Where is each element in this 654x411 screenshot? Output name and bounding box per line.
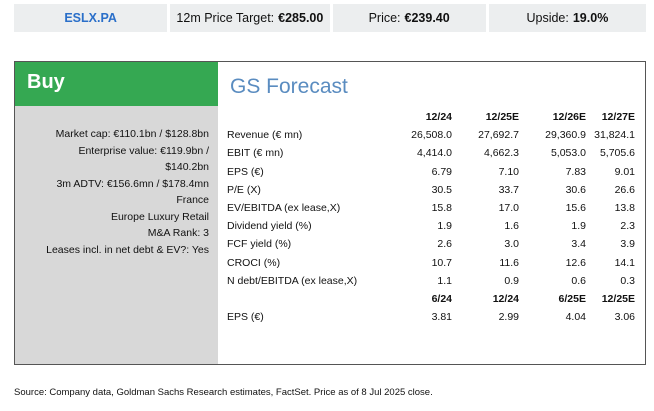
row-label: Revenue (€ mn) xyxy=(227,129,303,142)
cell-value: 29,360.9 xyxy=(545,129,586,142)
info-ma-rank: M&A Rank: 3 xyxy=(147,227,209,239)
cell-value: 1.6 xyxy=(504,220,519,233)
price-target-value: €285.00 xyxy=(278,11,324,25)
row-label: N debt/EBITDA (ex lease,X) xyxy=(227,274,358,287)
row-label: EPS (€) xyxy=(227,165,264,178)
cell-value: 1.1 xyxy=(437,274,452,287)
cell-value: 0.3 xyxy=(620,274,635,287)
forecast-title: GS Forecast xyxy=(230,75,348,98)
cell-value: 10.7 xyxy=(431,256,452,269)
cell-value: 30.6 xyxy=(565,183,586,196)
cell-value: 33.7 xyxy=(498,183,519,196)
table-row-pe: P/E (X) 30.5 33.7 30.6 26.6 xyxy=(227,181,635,199)
table-row-fcf-yield: FCF yield (%) 2.6 3.0 3.4 3.9 xyxy=(227,235,635,253)
ticker-cell: ESLX.PA xyxy=(14,4,168,32)
info-enterprise-value: Enterprise value: €119.9bn / xyxy=(78,144,209,157)
cell-value: 4,662.3 xyxy=(483,147,519,160)
cell-value: 13.8 xyxy=(614,201,635,214)
table-row-eps: EPS (€) 6.79 7.10 7.83 9.01 xyxy=(227,163,635,181)
cell-value: 2.3 xyxy=(620,220,635,233)
price-cell: Price: €239.40 xyxy=(332,4,486,32)
info-adtv: 3m ADTV: €156.6mn / $178.4mn xyxy=(56,177,209,190)
table-row-croci: CROCI (%) 10.7 11.6 12.6 14.1 xyxy=(227,254,635,272)
info-leases: Leases incl. in net debt & EV?: Yes xyxy=(46,243,209,256)
row-label: EBIT (€ mn) xyxy=(227,147,284,160)
cell-value: 15.8 xyxy=(431,201,452,214)
cell-value: 3.9 xyxy=(620,238,635,251)
cell-value: 30.5 xyxy=(431,183,452,196)
source-note: Source: Company data, Goldman Sachs Rese… xyxy=(14,387,433,398)
column-header: 12/25E xyxy=(485,111,519,123)
cell-value: 2.99 xyxy=(498,311,519,324)
cell-value: 26.6 xyxy=(614,183,635,196)
upside-label: Upside: xyxy=(526,11,569,25)
cell-value: 3.4 xyxy=(571,238,586,251)
table-row-semiannual-eps: EPS (€) 3.81 2.99 4.04 3.06 xyxy=(227,308,635,326)
upside-cell: Upside: 19.0% xyxy=(488,4,647,32)
row-label: FCF yield (%) xyxy=(227,238,292,251)
column-header: 6/25E xyxy=(558,292,586,305)
info-enterprise-value-usd: $140.2bn xyxy=(165,161,209,173)
semiannual-header-row: 6/24 12/24 6/25E 12/25E xyxy=(227,290,635,308)
column-header: 12/24 xyxy=(492,292,519,305)
cell-value: 4,414.0 xyxy=(416,147,452,160)
price-target-cell: 12m Price Target: €285.00 xyxy=(170,4,330,32)
cell-value: 4.04 xyxy=(565,311,586,324)
table-row-net-debt-ebitda: N debt/EBITDA (ex lease,X) 1.1 0.9 0.6 0… xyxy=(227,272,635,290)
company-info-list: Market cap: €110.1bn / $128.8bn Enterpri… xyxy=(19,126,209,258)
cell-value: 12.6 xyxy=(565,256,586,269)
cell-value: 2.6 xyxy=(437,238,452,251)
cell-value: 31,824.1 xyxy=(594,129,635,142)
cell-value: 5,053.0 xyxy=(550,147,586,160)
row-label: EPS (€) xyxy=(227,311,264,324)
cell-value: 6.79 xyxy=(431,165,452,178)
info-sector: Europe Luxury Retail xyxy=(110,210,209,223)
table-row-dividend-yield: Dividend yield (%) 1.9 1.6 1.9 2.3 xyxy=(227,217,635,235)
cell-value: 3.06 xyxy=(614,311,635,324)
cell-value: 14.1 xyxy=(614,256,635,269)
cell-value: 1.9 xyxy=(571,220,586,233)
column-header: 12/26E xyxy=(552,111,586,123)
row-label: EV/EBITDA (ex lease,X) xyxy=(227,201,341,214)
cell-value: 15.6 xyxy=(565,201,586,214)
row-label: P/E (X) xyxy=(227,183,261,196)
price-target-label: 12m Price Target: xyxy=(176,11,275,25)
rating-badge: Buy xyxy=(15,62,218,106)
cell-value: 9.01 xyxy=(614,165,635,178)
table-row-ev-ebitda: EV/EBITDA (ex lease,X) 15.8 17.0 15.6 13… xyxy=(227,199,635,217)
forecast-panel: Buy Market cap: €110.1bn / $128.8bn Ente… xyxy=(14,61,646,365)
cell-value: 3.81 xyxy=(431,311,452,324)
row-label: CROCI (%) xyxy=(227,256,281,269)
cell-value: 1.9 xyxy=(437,220,452,233)
cell-value: 0.9 xyxy=(504,274,519,287)
info-market-cap: Market cap: €110.1bn / $128.8bn xyxy=(55,128,209,140)
annual-header-row: 12/24 12/25E 12/26E 12/27E xyxy=(227,108,635,126)
column-header: 6/24 xyxy=(431,292,452,305)
cell-value: 5,705.6 xyxy=(599,147,635,160)
column-header: 12/24 xyxy=(425,111,452,123)
company-summary: Buy Market cap: €110.1bn / $128.8bn Ente… xyxy=(15,62,218,364)
cell-value: 11.6 xyxy=(499,256,519,269)
cell-value: 7.83 xyxy=(565,165,586,178)
cell-value: 26,508.0 xyxy=(411,129,452,142)
price-label: Price: xyxy=(368,11,401,25)
table-row-ebit: EBIT (€ mn) 4,414.0 4,662.3 5,053.0 5,70… xyxy=(227,144,635,162)
price-value: €239.40 xyxy=(404,11,450,25)
row-label: Dividend yield (%) xyxy=(227,220,312,233)
forecast-table: 12/24 12/25E 12/26E 12/27E Revenue (€ mn… xyxy=(227,108,635,326)
table-row-revenue: Revenue (€ mn) 26,508.0 27,692.7 29,360.… xyxy=(227,126,635,144)
info-country: France xyxy=(176,194,209,206)
upside-value: 19.0% xyxy=(572,11,609,25)
column-header: 12/27E xyxy=(601,111,635,123)
header-bar: ESLX.PA 12m Price Target: €285.00 Price:… xyxy=(14,4,647,32)
ticker-symbol[interactable]: ESLX.PA xyxy=(64,11,117,25)
cell-value: 17.0 xyxy=(498,201,519,214)
cell-value: 0.6 xyxy=(571,274,586,287)
cell-value: 7.10 xyxy=(498,165,519,178)
column-header: 12/25E xyxy=(601,292,635,305)
cell-value: 3.0 xyxy=(504,238,519,251)
cell-value: 27,692.7 xyxy=(478,129,519,142)
